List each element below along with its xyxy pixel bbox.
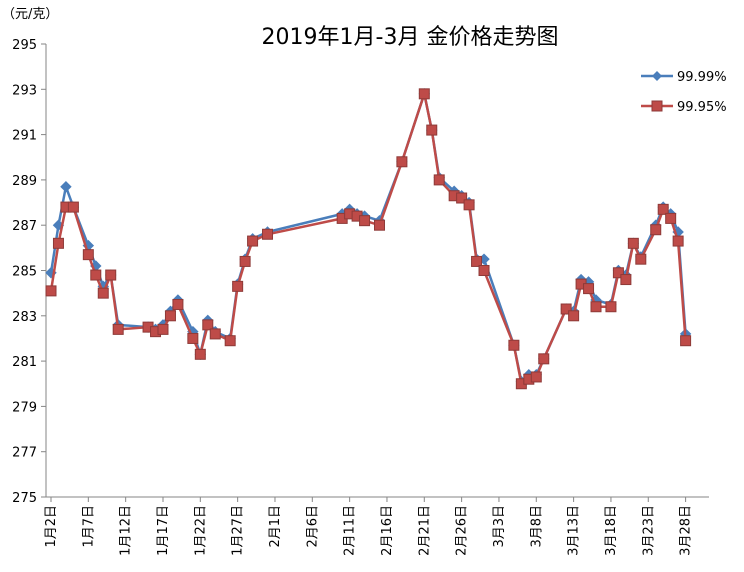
y-tick-label: 285	[12, 265, 37, 280]
data-point-marker	[672, 235, 684, 247]
data-point-marker	[605, 301, 617, 313]
data-point-marker	[530, 371, 542, 383]
data-point-marker	[456, 192, 468, 204]
y-tick-label: 295	[12, 38, 37, 53]
x-tick-label: 2月1日	[268, 505, 283, 548]
data-point-marker	[471, 255, 483, 267]
data-point-marker	[172, 298, 184, 310]
data-point-marker	[239, 255, 251, 267]
data-point-marker	[112, 323, 124, 335]
y-tick-label: 281	[12, 355, 37, 370]
data-point-marker	[635, 253, 647, 265]
data-point-marker	[52, 237, 64, 249]
y-tick-label: 283	[12, 310, 37, 325]
data-point-marker	[60, 180, 72, 193]
y-tick-label: 279	[12, 400, 37, 415]
x-tick-label: 1月7日	[81, 505, 96, 548]
data-point-marker	[90, 269, 102, 281]
x-tick-label: 3月13日	[567, 505, 582, 556]
y-tick-label: 289	[12, 174, 37, 189]
y-tick-label: 293	[12, 83, 37, 98]
x-tick-label: 1月27日	[231, 505, 246, 556]
legend-label: 99.95%	[677, 100, 727, 115]
legend-label: 99.99%	[677, 70, 727, 85]
data-point-marker	[105, 269, 117, 281]
data-point-marker	[224, 335, 236, 347]
x-tick-label: 2月11日	[343, 505, 358, 556]
y-tick-label: 275	[12, 491, 37, 506]
data-point-marker	[612, 267, 624, 279]
data-point-marker	[262, 228, 274, 240]
data-point-marker	[568, 310, 580, 322]
data-point-marker	[202, 319, 214, 331]
y-tick-label: 277	[12, 446, 37, 461]
legend-item-1: 99.99%	[641, 70, 727, 85]
x-axis: 1月2日 1月7日 1月12日 1月17日 1月22日 1月27日 2月1日 2月6日 2月11…	[44, 496, 709, 556]
data-point-marker	[67, 201, 79, 213]
legend: 99.99% 99.95%	[641, 70, 727, 115]
series-2	[45, 88, 692, 390]
data-point-marker	[433, 174, 445, 186]
y-axis-unit-label: （元/克）	[2, 7, 58, 22]
data-point-marker	[508, 339, 520, 351]
data-point-marker	[426, 124, 438, 136]
data-point-marker	[590, 301, 602, 313]
x-tick-label: 1月12日	[119, 505, 134, 556]
data-point-marker	[97, 287, 109, 299]
x-tick-label: 3月18日	[604, 505, 619, 556]
series-line	[49, 92, 687, 383]
data-point-marker	[359, 215, 371, 227]
data-point-marker	[157, 323, 169, 335]
series-layer	[45, 88, 692, 390]
data-point-marker	[374, 219, 385, 231]
x-tick-label: 3月23日	[641, 505, 656, 556]
y-axis: 275 277 279 281 283 285 287 289 291 293 295	[12, 38, 47, 506]
data-point-marker	[538, 353, 550, 365]
data-point-marker	[194, 348, 206, 360]
x-tick-label: 2月6日	[305, 505, 320, 548]
data-point-marker	[665, 212, 677, 224]
data-point-marker	[209, 328, 221, 340]
chart-title: 2019年1月-3月 金价格走势图	[262, 25, 559, 50]
y-tick-label: 291	[12, 129, 37, 144]
series-line	[49, 92, 687, 386]
x-tick-label: 1月17日	[156, 505, 171, 556]
data-point-marker	[657, 203, 669, 215]
series-1	[45, 88, 692, 388]
data-point-marker	[583, 283, 595, 295]
data-point-marker	[560, 303, 572, 315]
legend-marker	[651, 100, 663, 112]
x-tick-label: 3月8日	[529, 505, 544, 548]
x-tick-label: 2月26日	[455, 505, 470, 556]
data-point-marker	[164, 310, 176, 322]
x-tick-label: 2月16日	[380, 505, 395, 556]
x-tick-label: 1月22日	[193, 505, 208, 556]
data-point-marker	[45, 285, 57, 297]
data-point-marker	[82, 249, 94, 261]
data-point-marker	[650, 224, 662, 236]
data-point-marker	[418, 88, 430, 100]
data-point-marker	[396, 156, 408, 168]
data-point-marker	[680, 335, 692, 347]
data-point-marker	[232, 280, 244, 292]
data-point-marker	[620, 274, 632, 286]
data-point-marker	[627, 237, 639, 249]
x-tick-label: 3月28日	[679, 505, 694, 556]
data-point-marker	[247, 235, 259, 247]
x-tick-label: 2月21日	[417, 505, 432, 556]
x-tick-label: 1月2日	[44, 505, 59, 548]
data-point-marker	[478, 265, 490, 276]
x-tick-label: 3月3日	[492, 505, 507, 548]
y-tick-label: 287	[12, 219, 37, 234]
legend-marker	[652, 71, 662, 81]
data-point-marker	[187, 332, 199, 344]
data-point-marker	[463, 199, 475, 211]
legend-item-2: 99.95%	[641, 100, 727, 115]
